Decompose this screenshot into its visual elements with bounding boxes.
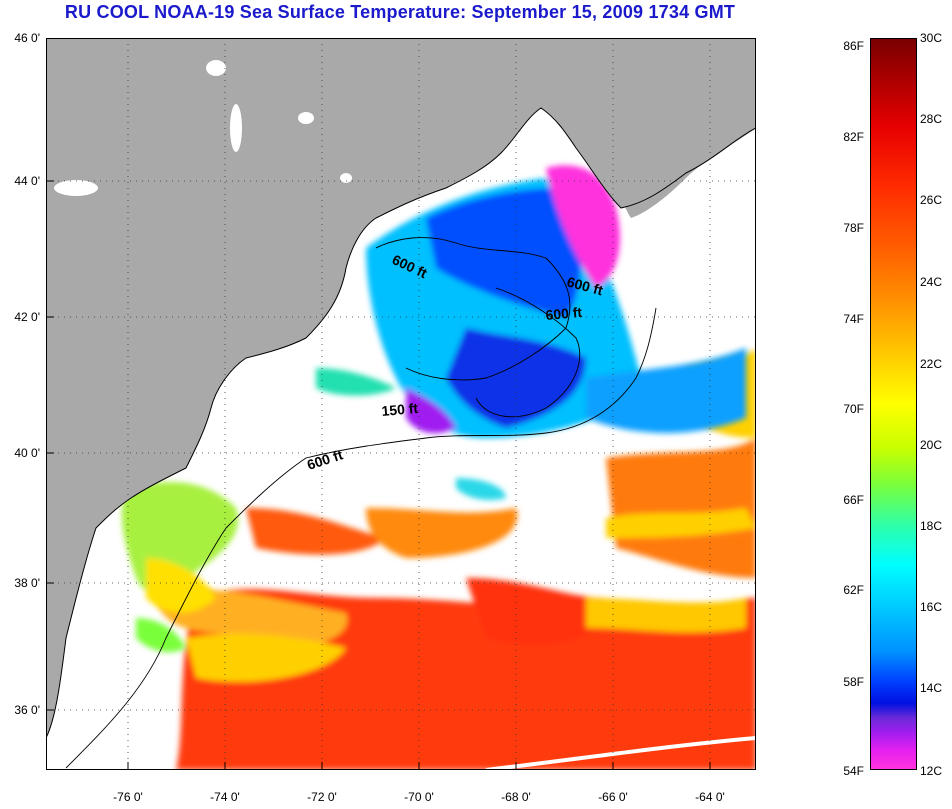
coastline	[46, 107, 756, 739]
colorbar-label-18c: 18C	[920, 519, 943, 533]
temperature-colorbar	[870, 38, 917, 770]
lon-label-72: -72 0'	[307, 790, 337, 804]
lat-label-38: 38 0'	[14, 576, 40, 590]
colorbar-label-16c: 16C	[920, 600, 943, 614]
lon-label-68: -68 0'	[501, 790, 531, 804]
swath-edge-line	[485, 736, 756, 770]
colorbar-label-82f: 82F	[843, 130, 864, 144]
colorbar-label-20c: 20C	[920, 438, 943, 452]
colorbar-label-58f: 58F	[843, 675, 864, 689]
colorbar-label-78f: 78F	[843, 221, 864, 235]
colorbar-label-22c: 22C	[920, 357, 943, 371]
lat-label-42: 42 0'	[14, 310, 40, 324]
colorbar-label-66f: 66F	[843, 493, 864, 507]
tick-marks	[46, 180, 711, 770]
lon-label-76: -76 0'	[113, 790, 143, 804]
nova-scotia	[606, 78, 756, 218]
colorbar-label-70f: 70F	[843, 402, 864, 416]
graticule	[46, 38, 756, 770]
colorbar-label-62f: 62F	[843, 583, 864, 597]
lat-label-40: 40 0'	[14, 446, 40, 460]
colorbar-label-86f: 86F	[843, 39, 864, 53]
lon-label-74: -74 0'	[210, 790, 240, 804]
lat-label-36: 36 0'	[14, 703, 40, 717]
lon-label-66: -66 0'	[598, 790, 628, 804]
inland-lakes	[54, 60, 352, 196]
land-mass	[46, 38, 756, 738]
lat-label-46: 46 0'	[14, 31, 40, 45]
colorbar-label-24c: 24C	[920, 275, 943, 289]
contour-label-150ft: 150 ft	[381, 400, 419, 419]
colorbar-label-14c: 14C	[920, 681, 943, 695]
lon-label-64: -64 0'	[695, 790, 725, 804]
map-frame	[46, 38, 756, 770]
colorbar-label-54f: 54F	[843, 764, 864, 778]
colorbar-label-30c: 30C	[920, 31, 943, 45]
sst-map: 600 ft 600 ft 600 ft 150 ft 600 ft	[46, 38, 756, 770]
contour-label-600ft-georges: 600 ft	[545, 304, 583, 323]
colorbar-label-74f: 74F	[843, 312, 864, 326]
lat-label-44: 44 0'	[14, 174, 40, 188]
map-title: RU COOL NOAA-19 Sea Surface Temperature:…	[64, 2, 736, 22]
colorbar-label-26c: 26C	[920, 193, 943, 207]
bathymetry-contours	[65, 237, 657, 769]
lon-label-70: -70 0'	[404, 790, 434, 804]
shelf-water	[121, 482, 238, 653]
colorbar-label-12c: 12C	[920, 764, 943, 778]
colorbar-label-28c: 28C	[920, 112, 943, 126]
